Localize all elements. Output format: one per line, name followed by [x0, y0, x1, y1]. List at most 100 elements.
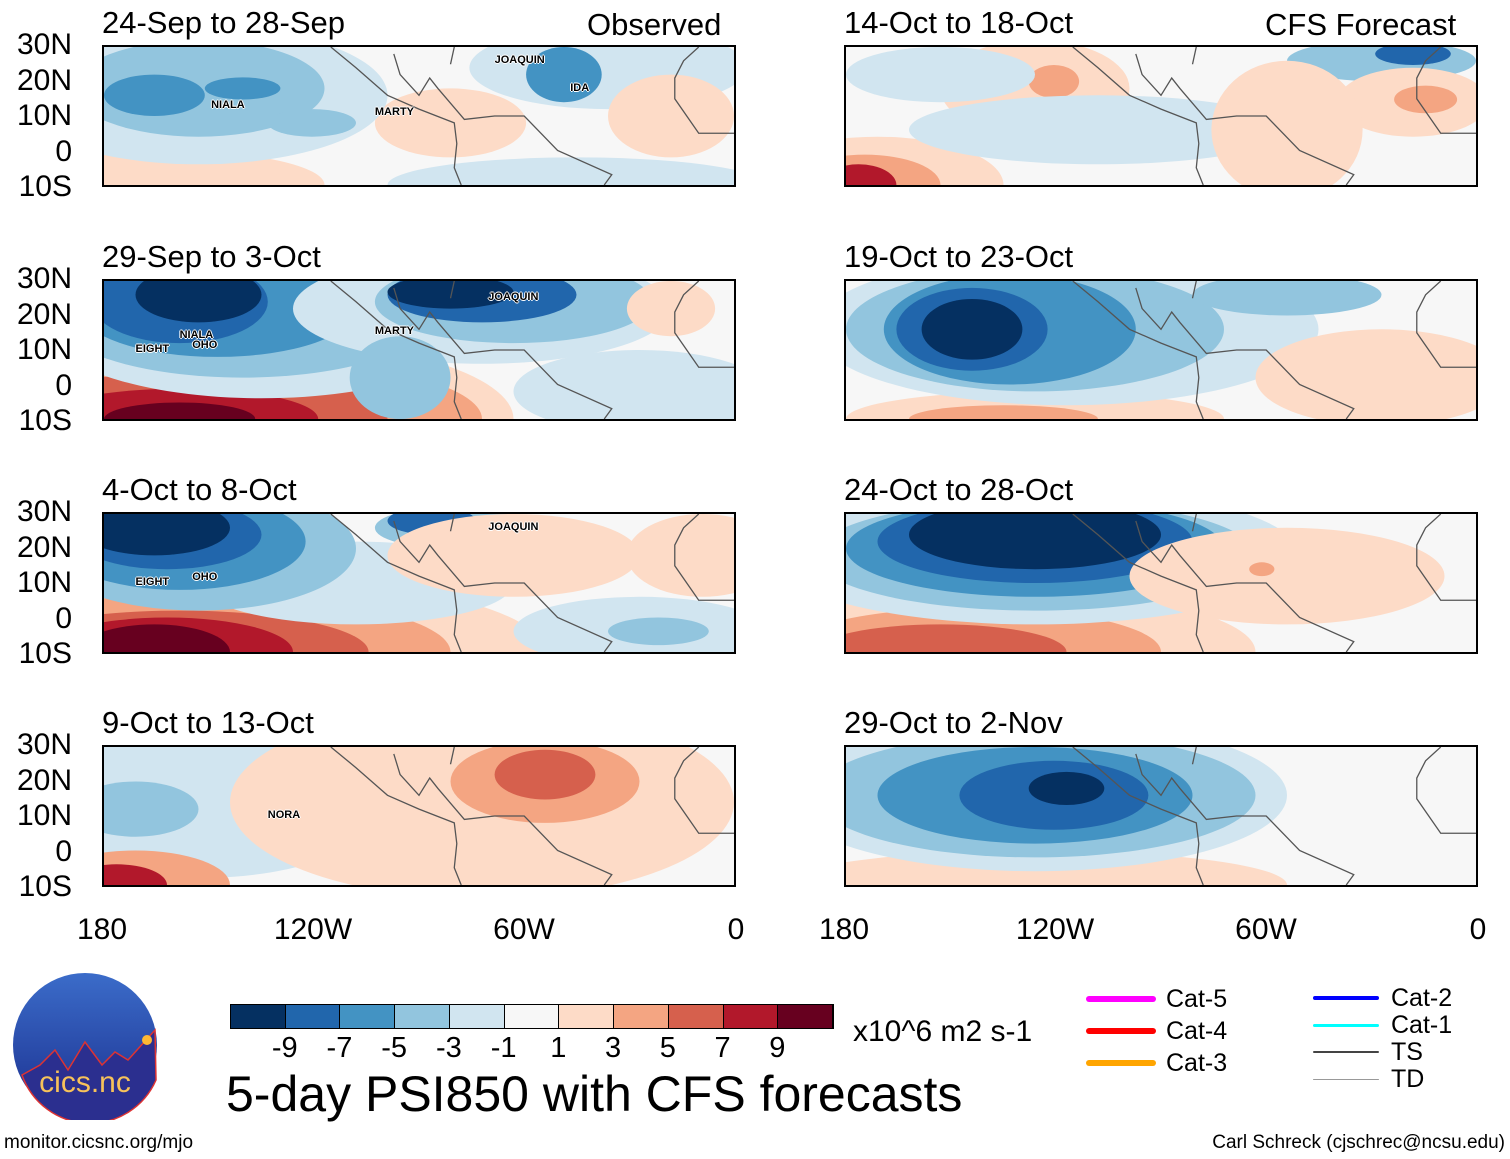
legend-line	[1086, 996, 1156, 1002]
x-tick: 0	[727, 913, 745, 946]
map-panel: NIALA MARTY JOAQUIN IDA	[102, 45, 736, 187]
contour-region	[387, 157, 734, 185]
coastline	[331, 47, 734, 185]
coastline	[331, 281, 734, 419]
colorbar-tick: -7	[326, 1032, 353, 1064]
panel-title: 29-Oct to 2-Nov	[844, 705, 1063, 740]
panel-title: 14-Oct to 18-Oct	[844, 5, 1074, 40]
coastline	[331, 747, 734, 885]
coastline	[1073, 281, 1476, 419]
colorbar-swatch	[723, 1005, 779, 1028]
colorbar-swatch	[614, 1005, 669, 1028]
legend-line	[1313, 1051, 1379, 1053]
x-tick: 0	[1469, 913, 1487, 946]
y-tick: 20N	[16, 297, 72, 331]
contour-region	[104, 514, 230, 556]
map-panel: NORA	[102, 745, 736, 887]
credit-text: Carl Schreck (cjschrec@ncsu.edu)	[1212, 1132, 1505, 1153]
map-panel: EIGHT NIALA OHO MARTY JOAQUIN	[102, 279, 736, 421]
contour-region	[1375, 47, 1451, 65]
colorbar-swatch	[778, 1005, 834, 1028]
y-tick: 10N	[16, 799, 72, 832]
contour-region	[1192, 281, 1382, 316]
contour-region	[626, 281, 716, 337]
y-tick: 0	[55, 601, 72, 635]
contour-region	[204, 77, 281, 100]
y-tick: 20N	[16, 763, 72, 797]
y-tick: 10S	[18, 170, 72, 203]
y-tick: 30N	[16, 28, 72, 61]
panel-title: 19-Oct to 23-Oct	[844, 239, 1074, 274]
panel-title: 24-Oct to 28-Oct	[844, 472, 1074, 507]
contour-region	[104, 781, 199, 837]
storm-label: JOAQUIN	[488, 290, 539, 303]
coastline	[1073, 747, 1476, 885]
coastline	[1073, 514, 1476, 652]
colorbar-tick: -1	[490, 1032, 517, 1064]
contour-region	[1255, 329, 1476, 419]
legend-line	[1086, 1060, 1156, 1066]
colorbar-swatch	[668, 1005, 724, 1028]
y-tick: 30N	[16, 495, 72, 528]
colorbar-swatch	[504, 1005, 560, 1028]
legend-label: TD	[1391, 1065, 1425, 1093]
url-text: monitor.cicsnc.org/mjo	[4, 1132, 194, 1153]
storm-label: MARTY	[374, 325, 414, 338]
contour-region	[608, 617, 709, 646]
panel-title: 4-Oct to 8-Oct	[102, 472, 297, 507]
y-tick: 0	[55, 134, 72, 168]
contour-region	[513, 350, 734, 419]
colorbar-tick: -5	[381, 1032, 408, 1064]
storm-label: IDA	[570, 81, 590, 94]
contour-region	[909, 95, 1287, 165]
contour-region	[374, 88, 527, 158]
contour-region	[1394, 85, 1458, 114]
y-tick: 10N	[16, 333, 72, 366]
colorbar-swatch	[559, 1005, 615, 1028]
units-label: x10^6 m2 s-1	[853, 1015, 1033, 1048]
y-tick: 10S	[18, 404, 72, 437]
x-tick: 120W	[1015, 913, 1095, 946]
colorbar	[230, 1004, 834, 1029]
storm-label: NORA	[267, 809, 301, 822]
y-tick: 20N	[16, 530, 72, 564]
contour-region	[494, 749, 596, 800]
y-tick: 10S	[18, 637, 72, 670]
legend-line	[1086, 1028, 1156, 1034]
contour-region	[1211, 60, 1363, 185]
contour-region	[1028, 771, 1105, 805]
coastline	[1073, 47, 1476, 185]
figure-title: 5-day PSI850 with CFS forecasts	[226, 1066, 963, 1122]
contour-region	[104, 402, 256, 419]
storm-label: NIALA	[179, 329, 214, 342]
map-panel	[844, 45, 1478, 187]
contour-region	[349, 336, 451, 419]
contour-region	[387, 281, 514, 309]
contour-region	[608, 74, 734, 158]
contour-region	[104, 864, 167, 885]
panel-title: 24-Sep to 28-Sep	[102, 5, 346, 40]
storm-label: OHO	[192, 338, 218, 351]
x-tick: 180	[76, 913, 128, 946]
legend-label: Cat-1	[1391, 1011, 1453, 1039]
legend-label: TS	[1391, 1038, 1423, 1066]
colorbar-swatch	[285, 1005, 341, 1028]
legend-label: Cat-5	[1166, 985, 1228, 1013]
cics-logo: cics.nc	[13, 973, 157, 1120]
map-panel	[844, 279, 1478, 421]
colorbar-swatch	[231, 1005, 286, 1028]
panel-title: 29-Sep to 3-Oct	[102, 239, 321, 274]
contour-region	[267, 109, 356, 137]
map-panel	[844, 512, 1478, 654]
y-tick: 0	[55, 834, 72, 868]
observed-label: Observed	[587, 7, 722, 42]
legend-label: Cat-2	[1391, 984, 1453, 1012]
legend-label: Cat-3	[1166, 1049, 1228, 1077]
colorbar-swatch	[395, 1005, 450, 1028]
logo-text: cics.nc	[39, 1066, 131, 1099]
legend-line	[1313, 1078, 1379, 1080]
contour-region	[1249, 562, 1275, 577]
colorbar-tick: 7	[714, 1032, 731, 1064]
contour-region	[387, 514, 640, 597]
